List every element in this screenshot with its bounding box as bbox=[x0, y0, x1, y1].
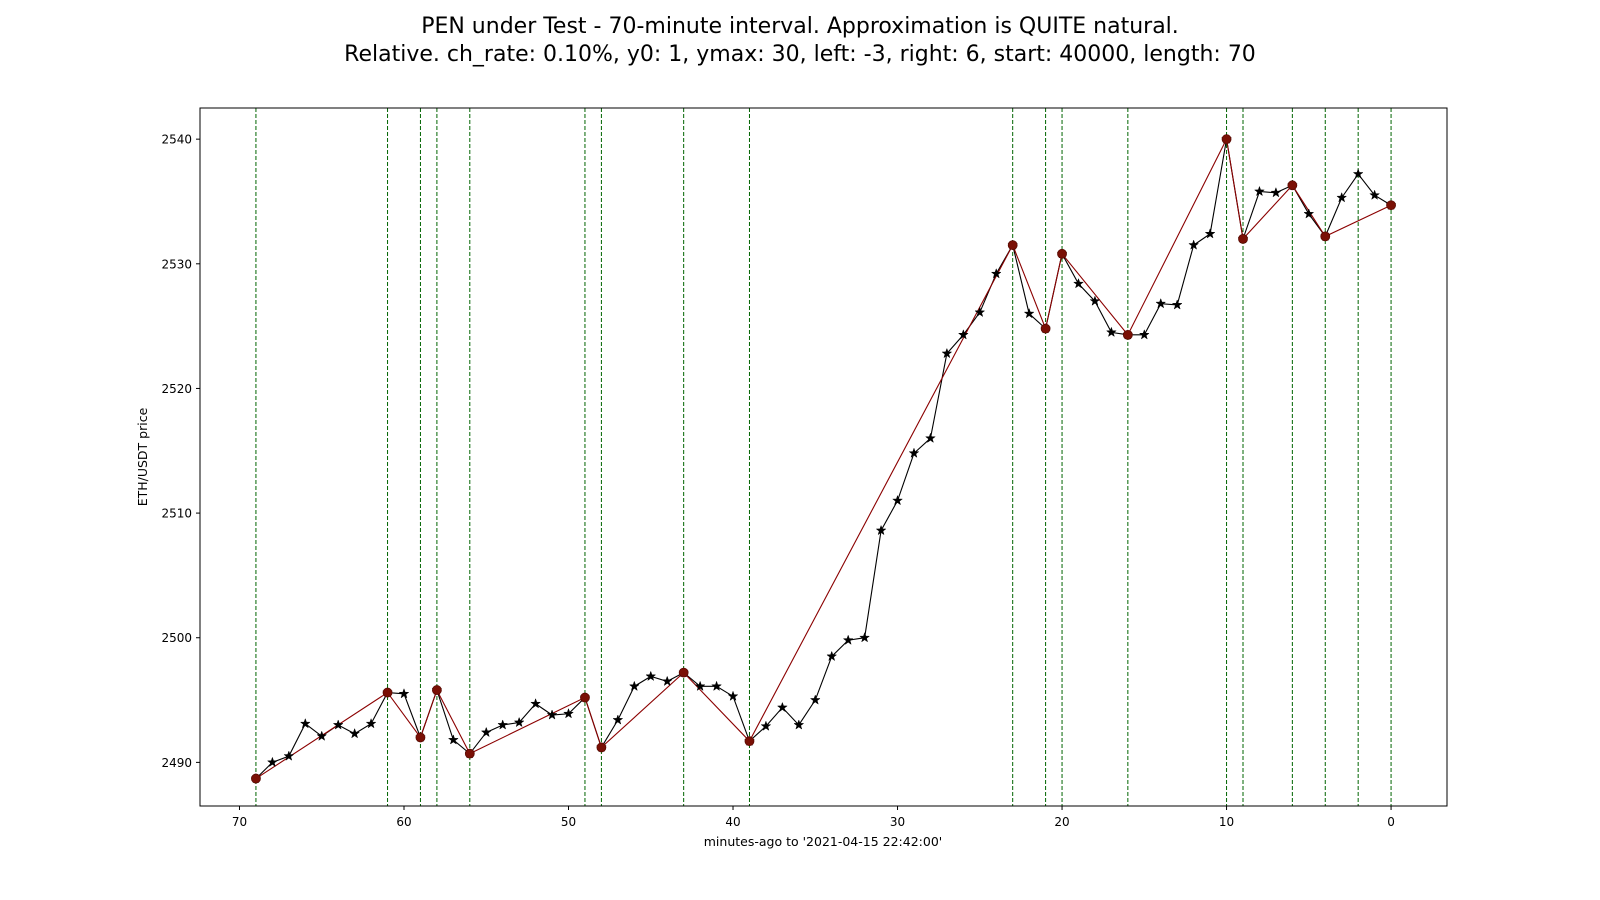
series-1-point bbox=[645, 670, 657, 682]
series-1-point bbox=[283, 750, 295, 761]
series-1-point bbox=[530, 698, 542, 709]
series-1-point bbox=[793, 719, 805, 730]
series-1-point bbox=[711, 680, 723, 692]
series-2-point bbox=[1007, 240, 1018, 251]
series-1-point bbox=[1369, 189, 1381, 200]
series-1-point bbox=[875, 524, 887, 536]
series-2-point bbox=[580, 692, 590, 703]
series-2-point bbox=[415, 732, 426, 743]
series-1-point bbox=[398, 688, 410, 699]
series-1-point bbox=[760, 720, 772, 731]
series-2-point bbox=[1221, 134, 1232, 145]
y-axis-label: ETH/USDT price bbox=[135, 407, 150, 506]
y-tick-label: 2530 bbox=[161, 257, 192, 271]
series-1-point bbox=[1253, 185, 1265, 197]
x-tick-label: 20 bbox=[1054, 815, 1069, 829]
x-axis-label: minutes-ago to '2021-04-15 22:42:00' bbox=[704, 834, 942, 849]
series-2-point bbox=[744, 736, 755, 747]
x-tick-label: 60 bbox=[396, 815, 411, 829]
series-1-point bbox=[859, 631, 871, 643]
series-1-point bbox=[316, 730, 328, 741]
x-tick-label: 0 bbox=[1387, 815, 1395, 829]
series-2-point bbox=[1320, 231, 1331, 242]
series-1-point bbox=[694, 680, 706, 692]
series-2-point bbox=[382, 687, 393, 698]
series-2-point bbox=[431, 685, 442, 695]
series-1-point bbox=[365, 717, 377, 729]
series-1-point bbox=[1073, 277, 1084, 289]
series-1-point bbox=[628, 680, 640, 692]
plot-frame bbox=[199, 107, 1448, 807]
series-1-point bbox=[1138, 329, 1150, 340]
y-tick-label: 2490 bbox=[161, 756, 192, 770]
series-1-point bbox=[299, 717, 311, 729]
series-1-point bbox=[349, 727, 361, 739]
series-1-point bbox=[908, 447, 920, 458]
series-2-point bbox=[464, 748, 475, 759]
y-tick-label: 2520 bbox=[161, 382, 192, 396]
series-2-point bbox=[1386, 200, 1396, 211]
series-1-point bbox=[447, 734, 459, 745]
series-1-point bbox=[1105, 326, 1117, 338]
x-tick-label: 40 bbox=[725, 815, 740, 829]
series-1-point bbox=[1089, 295, 1101, 306]
series-1-point bbox=[266, 756, 278, 768]
chart-title: PEN under Test - 70-minute interval. App… bbox=[421, 14, 1179, 39]
x-axis-ticks: 70 60 50 40 30 20 10 0 bbox=[232, 806, 1395, 829]
chart-subtitle: Relative. ch_rate: 0.10%, y0: 1, ymax: 3… bbox=[344, 42, 1256, 67]
series-1-point bbox=[546, 709, 558, 720]
series-1-point bbox=[941, 347, 953, 359]
series-2-point bbox=[596, 742, 607, 753]
series-1-point bbox=[513, 716, 525, 728]
series-2-point bbox=[1238, 233, 1248, 244]
series-1-point bbox=[892, 494, 904, 506]
series-2-point bbox=[1057, 248, 1067, 259]
series-1-point bbox=[1155, 297, 1167, 309]
series-1-point bbox=[480, 726, 492, 738]
series-1-point bbox=[1270, 186, 1282, 198]
y-tick-label: 2500 bbox=[161, 631, 192, 645]
series-2-point bbox=[678, 667, 689, 678]
series-1-point bbox=[957, 329, 969, 340]
series-2-point bbox=[251, 773, 261, 784]
series-2-point bbox=[1287, 180, 1298, 191]
x-tick-label: 10 bbox=[1219, 815, 1234, 829]
series-2-point bbox=[1122, 329, 1133, 340]
x-tick-label: 50 bbox=[561, 815, 576, 829]
series-1-point bbox=[776, 701, 788, 713]
series-1-point bbox=[809, 694, 821, 705]
series-1-point bbox=[842, 634, 854, 645]
series-1-point bbox=[1336, 191, 1348, 203]
series-1-point bbox=[1188, 239, 1200, 250]
series-2-point bbox=[1040, 323, 1051, 334]
series-1-point bbox=[1352, 168, 1364, 179]
series-lines bbox=[255, 137, 1392, 780]
y-tick-label: 2540 bbox=[161, 133, 192, 147]
x-tick-label: 70 bbox=[232, 815, 247, 829]
series-1-point bbox=[826, 650, 838, 662]
series-1-point bbox=[497, 719, 509, 730]
series-1-point bbox=[990, 268, 1002, 279]
y-axis-ticks: 2490 2500 2510 2520 2530 2540 bbox=[161, 133, 200, 770]
series-1-point bbox=[1023, 307, 1035, 319]
series-1-point bbox=[1171, 299, 1183, 310]
series-1-line bbox=[255, 139, 1392, 779]
series-1-point bbox=[1204, 228, 1216, 239]
series-1-point bbox=[1303, 208, 1315, 219]
y-tick-label: 2510 bbox=[161, 507, 192, 521]
series-1-point bbox=[974, 306, 986, 318]
series-1-point bbox=[727, 690, 739, 701]
vertical-markers bbox=[255, 108, 1392, 806]
x-tick-label: 30 bbox=[890, 815, 905, 829]
series-1-point bbox=[612, 714, 624, 725]
series-1-point bbox=[661, 675, 673, 687]
series-1-point bbox=[924, 432, 936, 443]
series-1-point bbox=[332, 719, 344, 730]
series-markers bbox=[250, 133, 1397, 784]
series-2-line bbox=[255, 137, 1392, 780]
series-1-point bbox=[563, 707, 574, 719]
